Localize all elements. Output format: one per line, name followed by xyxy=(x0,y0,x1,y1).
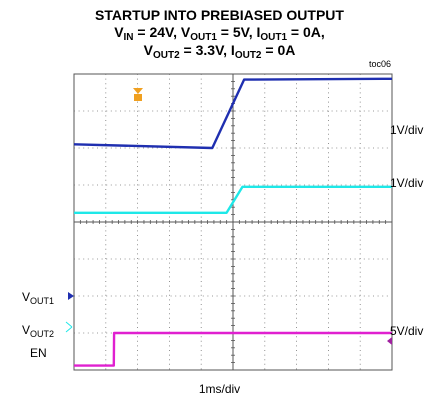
vout1-channel-label: VOUT1 xyxy=(22,290,55,306)
vout2-ground-marker-icon xyxy=(65,321,73,333)
trace-vout1 xyxy=(73,77,393,150)
x-axis-label: 1ms/div xyxy=(198,382,241,396)
chart-title-line3: VOUT2 = 3.3V, IOUT2 = 0A xyxy=(143,42,296,61)
trigger-marker-icon xyxy=(133,88,143,94)
trace-vout2 xyxy=(74,185,392,214)
chart-title-line2: VIN = 24V, VOUT1 = 5V, IOUT1 = 0A, xyxy=(114,24,325,43)
vout2-channel-label: VOUT2 xyxy=(22,323,55,339)
vout1-ground-marker-icon xyxy=(68,292,74,300)
en-marker-icon xyxy=(387,337,392,345)
figure-id: toc06 xyxy=(368,59,391,69)
trigger-marker-icon xyxy=(134,94,142,101)
vout1-scale-label: 1V/div xyxy=(390,123,424,137)
vout2-scale-label: 1V/div xyxy=(390,176,424,190)
trace-en xyxy=(74,331,392,367)
chart-title-line1: STARTUP INTO PREBIASED OUTPUT xyxy=(95,7,344,23)
en-channel-label: EN xyxy=(30,346,47,360)
en-scale-label: 5V/div xyxy=(390,324,424,338)
